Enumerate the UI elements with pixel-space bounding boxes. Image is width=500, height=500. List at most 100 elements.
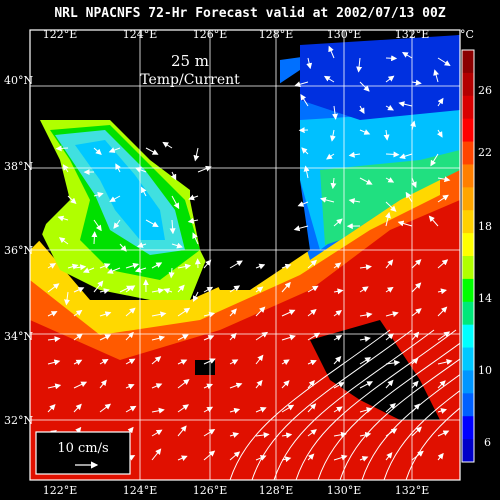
current-arrow bbox=[55, 145, 69, 152]
current-arrow bbox=[99, 311, 112, 318]
lon-label-top: 126°E bbox=[193, 28, 228, 41]
current-arrow bbox=[411, 177, 417, 188]
current-arrow bbox=[385, 75, 395, 83]
colorbar-tick: 6 bbox=[484, 436, 491, 449]
current-arrow bbox=[281, 309, 296, 317]
current-arrow bbox=[47, 336, 61, 343]
colorbar-swatch bbox=[462, 416, 474, 440]
vector-scale-box: 10 cm/s bbox=[35, 431, 131, 475]
lon-label-top: 124°E bbox=[123, 28, 158, 41]
current-arrow bbox=[47, 404, 56, 413]
current-arrow bbox=[106, 267, 121, 274]
current-arrow bbox=[307, 309, 317, 317]
lon-label-bottom: 130°E bbox=[327, 484, 362, 497]
current-arrow bbox=[47, 283, 60, 293]
current-arrow bbox=[385, 104, 394, 111]
current-arrow bbox=[293, 225, 309, 232]
colorbar-swatch bbox=[462, 233, 474, 257]
current-arrow bbox=[93, 147, 102, 155]
lon-label-top: 130°E bbox=[327, 28, 362, 41]
lon-label-top: 122°E bbox=[43, 28, 78, 41]
current-arrow bbox=[307, 285, 319, 293]
current-arrow bbox=[437, 380, 446, 389]
lat-label: 34°N bbox=[4, 330, 33, 343]
current-arrow bbox=[385, 201, 397, 212]
colorbar-frame bbox=[461, 49, 475, 463]
current-arrow bbox=[151, 429, 163, 437]
current-arrow bbox=[328, 45, 335, 59]
current-arrow bbox=[93, 280, 104, 293]
current-arrow bbox=[203, 450, 216, 461]
colorbar-swatch bbox=[462, 393, 474, 417]
current-arrow bbox=[193, 291, 199, 302]
colorbar-swatch bbox=[462, 347, 474, 371]
current-arrow bbox=[162, 141, 173, 149]
current-arrow bbox=[333, 382, 345, 389]
current-arrow bbox=[437, 97, 444, 107]
current-streamline bbox=[383, 390, 460, 480]
colorbar-swatch bbox=[462, 95, 474, 120]
latitude-labels: 40°N 38°N 36°N 34°N 32°N bbox=[4, 74, 33, 427]
current-streamline bbox=[273, 329, 435, 480]
lat-label: 40°N bbox=[4, 74, 33, 87]
current-arrow bbox=[177, 359, 188, 365]
current-arrow bbox=[383, 129, 390, 141]
east-sea-warm bbox=[320, 150, 460, 245]
current-arrow bbox=[136, 242, 147, 248]
current-arrow bbox=[67, 263, 79, 270]
scale-label: 10 cm/s bbox=[57, 441, 108, 456]
current-arrow bbox=[303, 165, 310, 179]
current-arrow bbox=[93, 219, 102, 232]
current-arrow bbox=[229, 332, 237, 341]
current-arrow bbox=[405, 191, 413, 203]
current-arrow bbox=[99, 358, 109, 365]
current-arrow bbox=[359, 431, 372, 438]
current-arrow bbox=[411, 308, 422, 317]
current-arrow bbox=[99, 403, 112, 413]
colorbar-swatch bbox=[462, 301, 474, 326]
lon-label-bottom: 122°E bbox=[43, 484, 78, 497]
current-arrow bbox=[411, 331, 420, 341]
current-arrow bbox=[125, 358, 136, 365]
current-arrow bbox=[410, 120, 416, 131]
current-arrow bbox=[333, 356, 342, 365]
current-arrow bbox=[177, 284, 185, 293]
current-arrow bbox=[437, 306, 448, 317]
current-arrow bbox=[359, 381, 374, 389]
current-arrow bbox=[125, 307, 136, 317]
current-arrow bbox=[203, 335, 215, 341]
current-arrow bbox=[385, 286, 394, 293]
colorbar-tick: 22 bbox=[478, 146, 492, 159]
current-arrow bbox=[359, 311, 373, 318]
colorbar bbox=[461, 49, 475, 463]
current-arrow bbox=[229, 432, 240, 438]
current-arrow bbox=[333, 335, 343, 341]
current-arrow bbox=[151, 407, 165, 414]
current-arrow bbox=[300, 93, 309, 107]
current-arrow bbox=[229, 308, 237, 317]
current-arrow bbox=[359, 357, 372, 365]
current-arrow bbox=[187, 217, 199, 224]
current-arrow bbox=[73, 309, 83, 317]
current-arrow bbox=[437, 430, 450, 437]
current-arrow bbox=[73, 264, 87, 271]
current-arrow bbox=[281, 334, 296, 341]
current-arrow bbox=[359, 264, 372, 271]
current-arrow bbox=[430, 153, 439, 167]
current-arrow bbox=[402, 52, 413, 59]
current-arrow bbox=[125, 383, 135, 390]
current-arrow bbox=[99, 334, 112, 341]
colorbar-swatch bbox=[462, 210, 474, 234]
current-arrow bbox=[47, 311, 58, 317]
current-arrow bbox=[203, 286, 214, 293]
current-arrow bbox=[306, 57, 313, 70]
current-arrow bbox=[330, 177, 337, 190]
current-arrow bbox=[437, 259, 449, 269]
current-arrow bbox=[255, 432, 270, 438]
current-arrow bbox=[125, 405, 137, 413]
colorbar-swatch bbox=[462, 187, 474, 211]
field-label: Temp/Current bbox=[140, 72, 240, 88]
current-arrow bbox=[433, 69, 439, 83]
current-streamline bbox=[361, 374, 460, 480]
current-arrow bbox=[47, 263, 57, 269]
